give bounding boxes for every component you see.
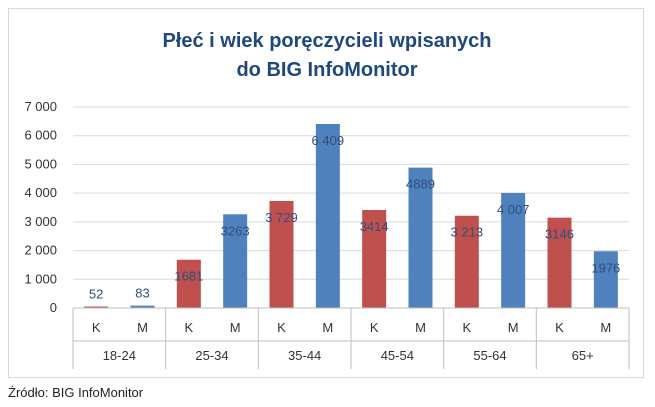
sub-category-label: M — [322, 320, 333, 335]
y-tick-label: 2 000 — [24, 243, 57, 258]
data-label: 6 409 — [312, 133, 345, 148]
data-label: 3 213 — [451, 225, 484, 240]
y-axis-ticks: 0 1 000 2 000 3 000 4 000 5 000 6 000 7 000 — [24, 99, 57, 315]
bar-K-45-54 — [362, 209, 387, 308]
bar-K-35-44 — [269, 200, 294, 308]
bar-M-18-24 — [130, 305, 155, 308]
source-note: Źródło: BIG InfoMonitor — [8, 385, 144, 400]
chart-frame: Płeć i wiek poręczycieli wpisanych do BIG… — [8, 8, 644, 378]
chart-title-line: Płeć i wiek poręczycieli wpisanych — [162, 30, 491, 52]
sub-category-label: M — [137, 320, 148, 335]
y-tick-label: 5 000 — [24, 156, 57, 171]
group-label: 45-54 — [381, 348, 414, 363]
y-tick-label: 6 000 — [24, 128, 57, 143]
data-label: 3414 — [360, 219, 389, 234]
sub-category-label: M — [600, 320, 611, 335]
data-label: 52 — [89, 287, 103, 302]
bar-M-35-44 — [315, 123, 340, 308]
group-label: 65+ — [572, 348, 594, 363]
data-label: 4889 — [406, 177, 435, 192]
bar-K-65+ — [547, 217, 572, 308]
bar-K-55-64 — [454, 215, 479, 308]
sub-category-label: K — [555, 320, 564, 335]
sub-category-label: K — [462, 320, 471, 335]
data-labels: 52 1681 3 729 3414 3 213 3146 83 3263 6 409 4889 4… — [89, 133, 620, 302]
sub-category-label: M — [508, 320, 519, 335]
group-label: 18-24 — [103, 348, 136, 363]
bar-K-18-24 — [84, 306, 109, 308]
chart: Płeć i wiek poręczycieli wpisanych do BIG… — [24, 30, 630, 369]
sub-category-label: M — [230, 320, 241, 335]
group-label: 35-44 — [288, 348, 321, 363]
sub-category-label: K — [277, 320, 286, 335]
y-tick-label: 7 000 — [24, 99, 57, 114]
y-tick-label: 1 000 — [24, 271, 57, 286]
sub-category-label: K — [92, 320, 101, 335]
y-tick-label: 0 — [50, 300, 57, 315]
gridlines — [73, 106, 629, 280]
group-label: 55-64 — [473, 348, 506, 363]
sub-category-label: M — [415, 320, 426, 335]
data-label: 3146 — [545, 227, 574, 242]
y-tick-label: 4 000 — [24, 185, 57, 200]
sub-category-label: K — [370, 320, 379, 335]
data-label: 3 729 — [265, 210, 298, 225]
bar-K-25-34 — [176, 259, 201, 308]
bar-M-25-34 — [223, 214, 248, 308]
group-label: 25-34 — [195, 348, 228, 363]
chart-title: Płeć i wiek poręczycieli wpisanych do BIG… — [162, 30, 491, 81]
sub-category-label: K — [184, 320, 193, 335]
data-label: 1976 — [591, 260, 620, 275]
data-label: 83 — [135, 286, 149, 301]
data-label: 1681 — [174, 269, 203, 284]
bar-M-45-54 — [408, 167, 433, 308]
chart-title-line: do BIG InfoMonitor — [236, 59, 417, 81]
y-tick-label: 3 000 — [24, 214, 57, 229]
bar-M-65+ — [593, 251, 618, 308]
bars — [84, 123, 618, 308]
data-label: 3263 — [221, 223, 250, 238]
data-label: 4 007 — [497, 202, 530, 217]
x-axis: K M18-24K M25-34K M35-44K M45-54K M55-64K M65+ — [72, 307, 630, 369]
bar-M-55-64 — [501, 192, 526, 308]
